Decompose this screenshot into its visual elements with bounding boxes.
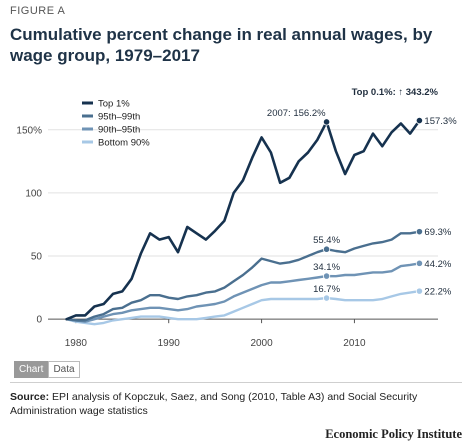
marker-bottom90-2007	[322, 294, 331, 302]
data-label-p95_99-2007: 55.4%	[313, 235, 340, 246]
data-label-bottom90-2007: 16.7%	[313, 284, 340, 295]
series-line-bottom90	[65, 289, 421, 326]
line-chart: 0 50 100 150% 1980 1990 2000 2010 2007: 156.2% 1…	[16, 87, 457, 349]
data-label-top1-2007: 2007: 156.2%	[267, 108, 326, 119]
tab-chart[interactable]: Chart	[14, 361, 49, 378]
data-label-p90_95-2007: 34.1%	[313, 262, 340, 273]
marker-p90_95-2007	[322, 272, 331, 280]
source-prefix: Source:	[10, 391, 50, 403]
y-tick-label: 150%	[16, 125, 42, 136]
point-markers	[322, 116, 424, 302]
data-labels: 2007: 156.2% 157.3% 55.4% 69.3% 34.1% 44.2% 16…	[267, 108, 457, 298]
series-lines	[65, 119, 421, 326]
x-tick-label: 2010	[343, 338, 366, 349]
x-tick-label: 1990	[158, 338, 181, 349]
view-tabs: Chart Data	[14, 361, 80, 378]
data-label-p90_95-2017: 44.2%	[424, 259, 451, 270]
marker-top1-2017	[415, 116, 424, 125]
marker-top1-2007	[322, 118, 331, 126]
legend-label-p95_99: 95th–99th	[98, 112, 140, 123]
gridlines	[48, 129, 438, 320]
figure-label: FIGURE A	[10, 5, 66, 17]
data-label-bottom90-2017: 22.2%	[424, 287, 451, 298]
top-0-1-note: Top 0.1%: ↑ 343.2%	[352, 87, 439, 98]
y-tick-label: 100	[25, 188, 42, 199]
marker-bottom90-2017	[415, 287, 424, 295]
tab-data[interactable]: Data	[48, 361, 80, 378]
divider	[10, 382, 462, 383]
x-tick-label: 1980	[65, 338, 88, 349]
legend-label-p90_95: 90th–95th	[98, 125, 140, 136]
organization-logo: Economic Policy Institute	[325, 427, 462, 441]
y-tick-label: 0	[36, 315, 42, 326]
data-label-p95_99-2017: 69.3%	[424, 227, 451, 238]
marker-p95_99-2017	[415, 228, 424, 236]
y-tick-label: 50	[31, 252, 43, 263]
x-tick-label: 2000	[250, 338, 273, 349]
source-text: EPI analysis of Kopczuk, Saez, and Song …	[10, 391, 418, 417]
series-line-top1	[65, 119, 421, 321]
marker-p90_95-2017	[415, 259, 424, 267]
marker-p95_99-2007	[322, 245, 331, 253]
series-line-p95_99	[65, 230, 421, 322]
chart-title: Cumulative percent change in real annual…	[10, 25, 433, 65]
series-line-p90_95	[65, 262, 421, 323]
legend-label-top1: Top 1%	[98, 99, 130, 110]
source-note: Source: EPI analysis of Kopczuk, Saez, a…	[10, 390, 462, 418]
data-label-top1-2017: 157.3%	[424, 116, 457, 127]
legend: Top 1% 95th–99th 90th–95th Bottom 90%	[82, 99, 150, 149]
legend-label-bottom90: Bottom 90%	[98, 138, 150, 149]
